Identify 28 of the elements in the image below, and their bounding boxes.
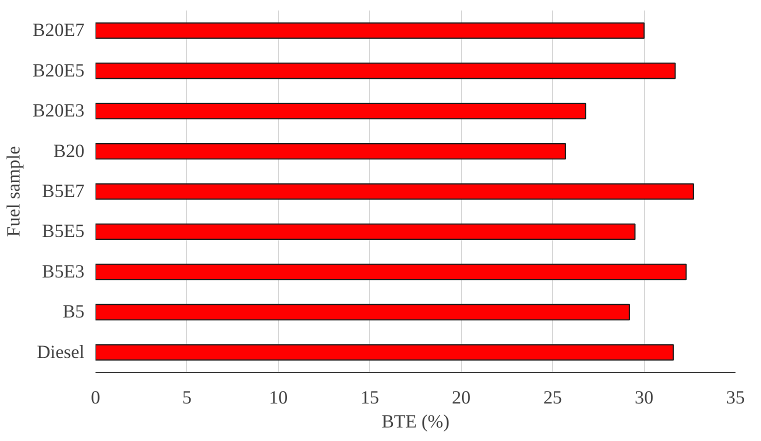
bar — [96, 22, 645, 39]
x-tick-label: 35 — [726, 388, 745, 408]
y-tick-label: B20E3 — [32, 100, 85, 122]
y-tick-label: B20E7 — [32, 20, 85, 42]
x-tick-label: 25 — [543, 388, 562, 408]
x-tick-label: 10 — [269, 388, 288, 408]
bar — [96, 143, 566, 160]
bar — [96, 344, 674, 361]
bar — [96, 183, 694, 200]
bar — [96, 62, 676, 80]
x-tick-label: 20 — [452, 388, 471, 408]
y-tick-label: B20E5 — [32, 60, 85, 82]
bar — [96, 102, 586, 120]
x-tick-label: 30 — [634, 388, 654, 408]
bar — [96, 304, 630, 320]
x-axis-title: BTE (%) — [382, 412, 450, 432]
bar — [96, 223, 636, 240]
y-tick-label: Diesel — [36, 342, 85, 363]
y-tick-label: B20 — [53, 140, 85, 162]
y-tick-label: B5 — [62, 302, 85, 323]
y-axis-title: Fuel sample — [4, 146, 25, 237]
y-tick-label: B5E5 — [42, 221, 85, 242]
y-tick-label: B5E3 — [42, 261, 85, 282]
bar — [96, 264, 687, 280]
x-tick-label: 5 — [182, 388, 192, 408]
y-tick-label: B5E7 — [42, 181, 85, 202]
x-tick-label: 15 — [360, 388, 380, 408]
x-tick-label: 0 — [90, 388, 100, 408]
